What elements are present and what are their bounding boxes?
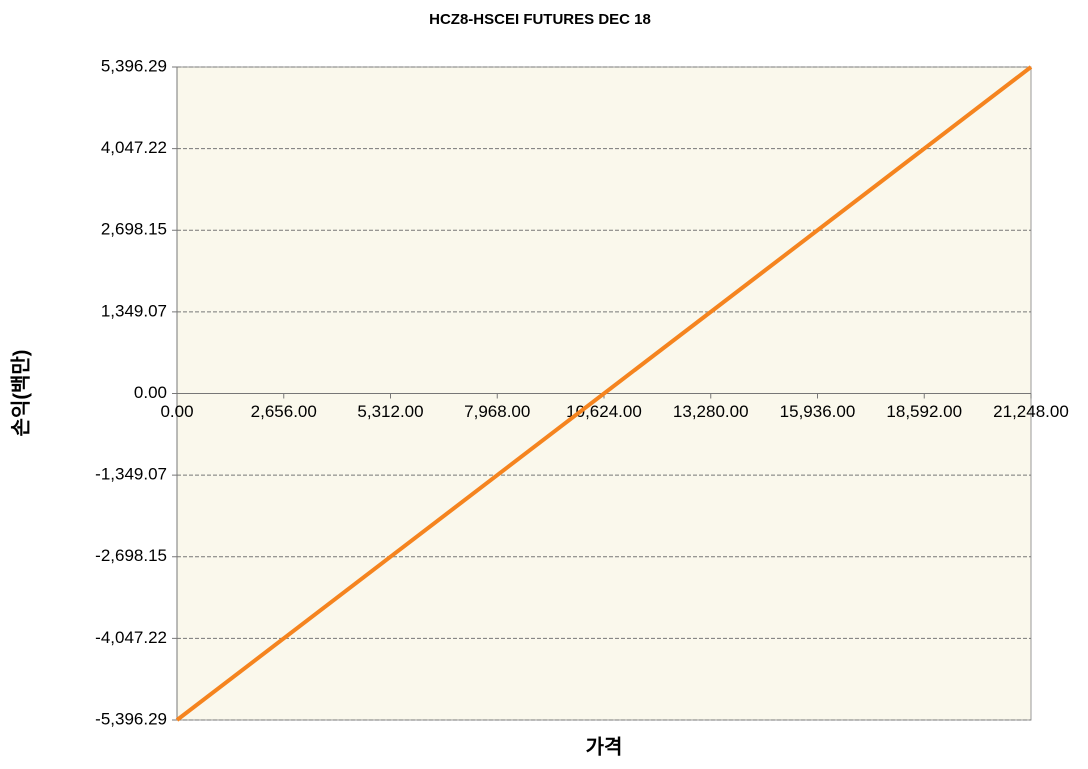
y-tick-label: -2,698.15 <box>95 546 167 565</box>
x-tick-label: 21,248.00 <box>993 402 1069 421</box>
x-tick-label: 0.00 <box>160 402 193 421</box>
y-tick-label: 5,396.29 <box>101 56 167 75</box>
x-tick-label: 5,312.00 <box>357 402 423 421</box>
y-axis-label: 손익(백만) <box>9 350 32 437</box>
x-tick-label: 7,968.00 <box>464 402 530 421</box>
y-tick-label: 0.00 <box>134 383 167 402</box>
x-tick-label: 18,592.00 <box>886 402 962 421</box>
x-axis-label: 가격 <box>586 735 623 758</box>
y-tick-label: 2,698.15 <box>101 220 167 239</box>
chart-title: HCZ8-HSCEI FUTURES DEC 18 <box>429 11 651 28</box>
y-tick-label: 1,349.07 <box>101 301 167 320</box>
y-tick-label: -5,396.29 <box>95 709 167 728</box>
x-tick-label: 15,936.00 <box>780 402 856 421</box>
x-tick-label: 2,656.00 <box>251 402 317 421</box>
x-tick-label: 13,280.00 <box>673 402 749 421</box>
y-tick-label: -4,047.22 <box>95 628 167 647</box>
y-tick-label: 4,047.22 <box>101 138 167 157</box>
data-line <box>175 65 1033 722</box>
y-tick-label: -1,349.07 <box>95 465 167 484</box>
